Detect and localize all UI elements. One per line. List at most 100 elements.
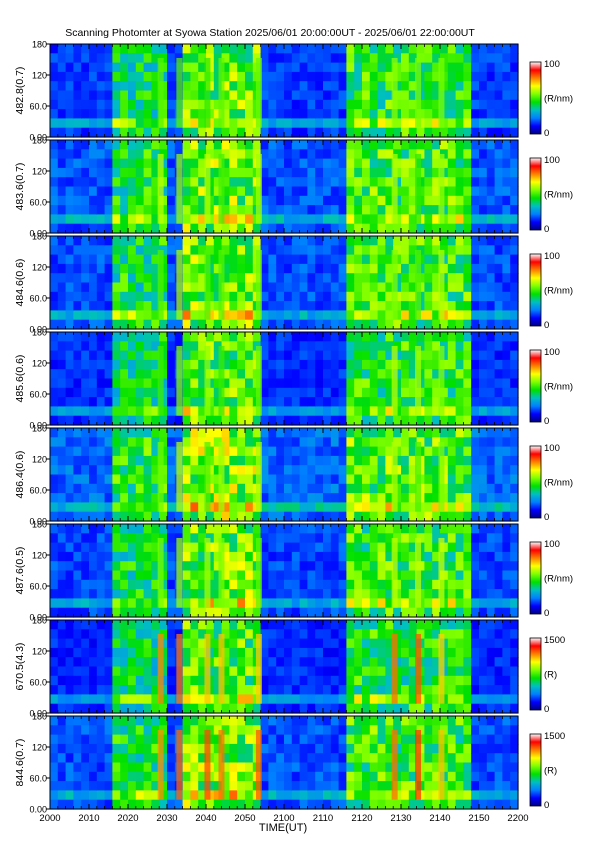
heat-cell bbox=[213, 647, 223, 658]
heat-cell bbox=[486, 598, 496, 609]
heat-cell bbox=[377, 561, 386, 572]
heat-cell bbox=[143, 474, 152, 485]
heat-cell bbox=[284, 378, 293, 389]
heat-cell bbox=[213, 533, 223, 544]
heat-cell bbox=[447, 455, 457, 466]
heat-cell bbox=[486, 62, 496, 73]
heat-cell bbox=[401, 350, 410, 361]
heat-cell bbox=[416, 140, 425, 150]
heat-cell bbox=[81, 685, 90, 695]
heat-cell bbox=[229, 387, 238, 398]
heat-cell bbox=[276, 378, 285, 389]
heat-cell bbox=[401, 167, 410, 178]
heat-cell bbox=[369, 598, 379, 609]
heat-cell bbox=[315, 561, 324, 572]
heat-cell bbox=[346, 263, 355, 274]
heat-cell bbox=[291, 570, 301, 581]
heat-cell bbox=[447, 223, 457, 234]
heat-cell bbox=[369, 140, 379, 150]
heat-cell bbox=[486, 205, 496, 215]
heat-cell bbox=[354, 254, 363, 265]
heat-cell bbox=[120, 71, 129, 82]
heat-cell bbox=[73, 254, 82, 265]
heat-cell bbox=[479, 177, 488, 188]
heat-cell bbox=[213, 236, 223, 246]
heat-cell bbox=[424, 397, 433, 407]
chart-title: Scanning Photomter at Syowa Station 2025… bbox=[65, 27, 475, 39]
heat-cell bbox=[432, 118, 441, 129]
heat-cell bbox=[307, 223, 316, 234]
heat-cell bbox=[50, 167, 59, 178]
heat-cell bbox=[89, 406, 98, 417]
heat-cell bbox=[479, 359, 488, 370]
heat-cell bbox=[401, 666, 410, 677]
heat-cell bbox=[135, 53, 145, 64]
heat-cell bbox=[221, 310, 230, 321]
heat-cell bbox=[65, 149, 74, 160]
heat-cell bbox=[323, 205, 332, 215]
heat-cell bbox=[385, 533, 394, 544]
heat-cell bbox=[245, 81, 254, 92]
heat-cell bbox=[89, 301, 98, 311]
heat-cell bbox=[307, 589, 316, 599]
heat-cell bbox=[377, 483, 386, 494]
heat-cell bbox=[198, 71, 207, 82]
heat-cell bbox=[182, 474, 191, 485]
heat-cell bbox=[494, 589, 503, 599]
heat-cell bbox=[159, 236, 168, 246]
heat-cell bbox=[338, 397, 347, 407]
heat-cell bbox=[143, 446, 152, 457]
heat-cell bbox=[510, 109, 519, 119]
heat-cell bbox=[120, 62, 129, 73]
heat-cell bbox=[260, 502, 269, 513]
heat-cell bbox=[151, 332, 160, 342]
heat-cell bbox=[96, 53, 106, 64]
heat-cell bbox=[432, 378, 441, 389]
heat-cell bbox=[494, 387, 503, 398]
heat-cell bbox=[96, 483, 106, 494]
heat-cell bbox=[276, 53, 285, 64]
heat-cell bbox=[323, 607, 332, 618]
heat-cell bbox=[291, 397, 301, 407]
heat-cell bbox=[65, 465, 74, 476]
heat-cell bbox=[369, 455, 379, 466]
heat-cell bbox=[330, 437, 340, 448]
heat-cell bbox=[315, 205, 324, 215]
heat-cell bbox=[135, 332, 145, 342]
heat-cell bbox=[330, 570, 340, 581]
heat-cell bbox=[385, 195, 394, 206]
heat-cell bbox=[143, 551, 152, 562]
heat-cell bbox=[198, 109, 207, 119]
heat-cell bbox=[120, 561, 129, 572]
heat-cell bbox=[151, 140, 160, 150]
heat-cell bbox=[447, 81, 457, 92]
heat-cell bbox=[432, 332, 441, 342]
heat-cell bbox=[182, 607, 191, 618]
heat-cell bbox=[135, 533, 145, 544]
heat-cell bbox=[260, 387, 269, 398]
heat-cell bbox=[307, 118, 316, 129]
heat-cell bbox=[174, 236, 184, 246]
heat-cell bbox=[73, 127, 82, 138]
heat-cell bbox=[237, 273, 246, 284]
heat-cell bbox=[284, 620, 293, 630]
heat-cell bbox=[167, 167, 176, 178]
heat-cell bbox=[447, 437, 457, 448]
heat-cell bbox=[284, 406, 293, 417]
heat-cell bbox=[104, 387, 113, 398]
heat-cell bbox=[486, 542, 496, 553]
heat-cell bbox=[57, 167, 67, 178]
heat-cell bbox=[190, 629, 199, 640]
heat-cell bbox=[198, 214, 207, 225]
heat-cell bbox=[260, 369, 269, 380]
heat-cell bbox=[463, 502, 472, 513]
heat-cell bbox=[479, 551, 488, 562]
heat-cell bbox=[377, 666, 386, 677]
heat-cell bbox=[291, 205, 301, 215]
heat-cell bbox=[486, 359, 496, 370]
heat-cell bbox=[112, 415, 121, 426]
heat-cell bbox=[284, 90, 293, 101]
heat-cell bbox=[190, 533, 199, 544]
heat-cell bbox=[260, 310, 269, 321]
heat-cell bbox=[65, 118, 74, 129]
